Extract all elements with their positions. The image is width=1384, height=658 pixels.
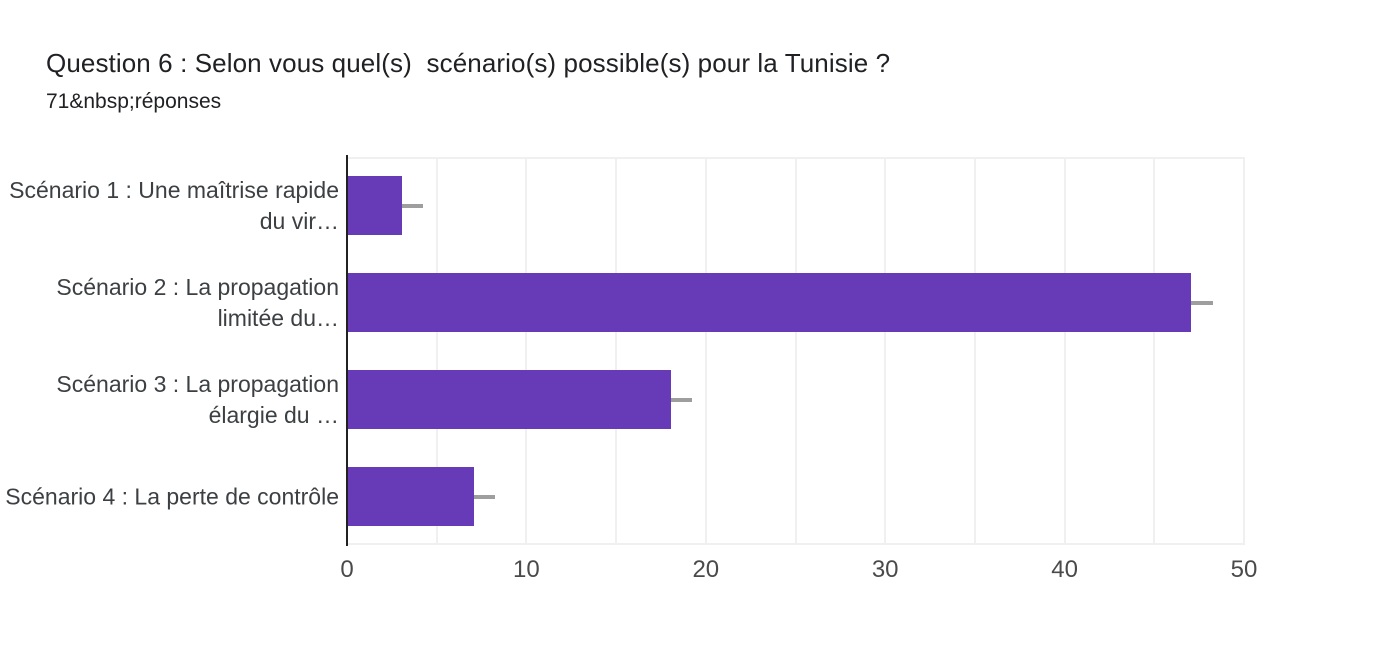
x-tick-label: 0 bbox=[340, 556, 354, 583]
error-whisker bbox=[473, 494, 496, 499]
gridline bbox=[973, 157, 976, 545]
gridline bbox=[704, 157, 707, 545]
horizontal-bar-chart: Scénario 1 : Une maîtrise rapide du vir…… bbox=[0, 155, 1384, 627]
category-label: Scénario 4 : La perte de contrôle bbox=[5, 483, 339, 509]
gridline bbox=[615, 157, 618, 545]
x-tick-label: 50 bbox=[1230, 556, 1258, 583]
gridline bbox=[1243, 157, 1245, 545]
bar-scenario-2 bbox=[348, 273, 1192, 332]
question-title: Question 6 : Selon vous quel(s) scénario… bbox=[46, 48, 891, 78]
gridline bbox=[884, 157, 887, 545]
value-axis-labels: 0 10 20 30 40 50 bbox=[340, 556, 1257, 586]
x-tick-label: 20 bbox=[692, 556, 720, 583]
gridline bbox=[1153, 157, 1156, 545]
error-whisker bbox=[1191, 300, 1213, 305]
category-label: Scénario 2 : La propagation limitée du… bbox=[56, 273, 339, 331]
bar-scenario-4 bbox=[348, 467, 474, 526]
gridline bbox=[794, 157, 797, 545]
category-label: Scénario 1 : Une maîtrise rapide du vir… bbox=[9, 176, 339, 234]
x-tick-label: 40 bbox=[1051, 556, 1078, 583]
category-axis-labels: Scénario 1 : Une maîtrise rapide du vir…… bbox=[0, 157, 341, 545]
gridline bbox=[525, 157, 528, 545]
bar-scenario-3 bbox=[348, 370, 671, 429]
error-whisker bbox=[670, 397, 693, 402]
category-label: Scénario 3 : La propagation élargie du … bbox=[56, 370, 339, 428]
bar-scenario-1 bbox=[348, 176, 402, 235]
plot-area bbox=[346, 155, 1245, 546]
y-axis-line bbox=[346, 155, 348, 546]
gridline bbox=[435, 157, 438, 545]
error-whisker bbox=[401, 203, 424, 208]
responses-count: 71&nbsp;réponses bbox=[46, 90, 222, 113]
x-tick-label: 30 bbox=[871, 556, 899, 583]
gridline bbox=[1063, 157, 1066, 545]
x-tick-label: 10 bbox=[513, 556, 540, 583]
